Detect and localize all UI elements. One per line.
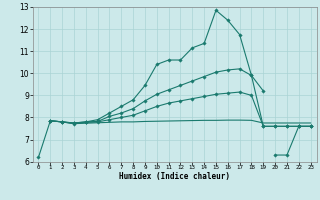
X-axis label: Humidex (Indice chaleur): Humidex (Indice chaleur) bbox=[119, 172, 230, 181]
